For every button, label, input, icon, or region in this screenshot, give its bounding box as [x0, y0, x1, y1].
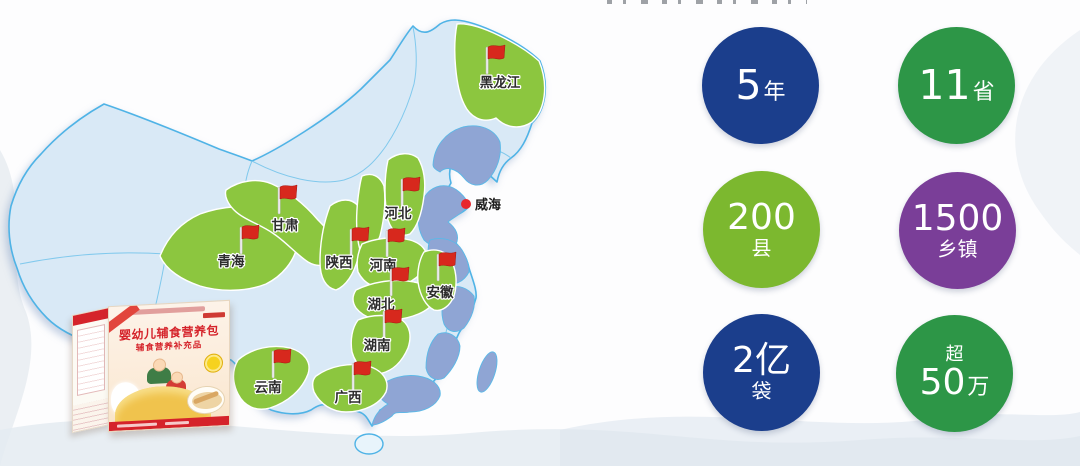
stat-number: 11 [918, 60, 971, 109]
province-guangdong-shape [371, 375, 441, 426]
province-label: 黑龙江 [480, 74, 521, 90]
stat-circle-beneficiaries: 超 50 万 [896, 315, 1013, 432]
province-label: 湖北 [368, 297, 395, 312]
product-illustration [109, 353, 229, 423]
stat-unit: 袋 [751, 381, 772, 404]
province-label: 河北 [385, 205, 412, 221]
product-box-front: 婴幼儿辅食营养包 辅食营养补充品 [108, 299, 230, 433]
stat-number: 1500 [911, 197, 1004, 239]
city-dot-icon [461, 199, 471, 209]
province-label: 湖南 [364, 337, 391, 353]
product-box: 婴幼儿辅食营养包 辅食营养补充品 [72, 299, 230, 441]
stat-unit: 县 [751, 238, 772, 261]
stat-prefix: 超 [945, 344, 964, 365]
footer-text-bar [165, 420, 189, 426]
province-label: 陕西 [326, 254, 353, 270]
province-fujian-shape [425, 332, 461, 380]
province-label: 云南 [255, 379, 282, 395]
cropped-title-remnant [607, 0, 807, 4]
stat-unit: 乡镇 [937, 239, 978, 262]
product-box-side-footer [73, 398, 109, 432]
stat-unit: 省 [972, 78, 995, 104]
province-hubei-shape [352, 279, 435, 322]
province-shandong-shape [417, 185, 470, 248]
province-label: 河南 [370, 257, 397, 273]
province-taiwan-shape [476, 351, 498, 393]
province-henan-shape [356, 237, 428, 290]
product-box-topline [131, 306, 205, 315]
province-shaanxi-shape [319, 199, 362, 291]
stat-unit: 年 [763, 78, 786, 104]
province-label: 甘肃 [272, 217, 299, 233]
stat-circle-counties: 200 县 [703, 171, 820, 288]
product-box-side-panel [72, 306, 110, 434]
province-label: 青海 [218, 253, 245, 269]
stat-circle-townships: 1500 乡镇 [899, 172, 1016, 289]
province-heilongjiang-shape [454, 23, 546, 128]
province-hebei-shape [384, 153, 426, 236]
province-label: 广西 [335, 389, 362, 405]
stat-number: 200 [727, 196, 796, 238]
stat-circle-bags: 2亿袋 [703, 314, 820, 431]
stat-unit: 万 [967, 374, 990, 400]
city-label: 威海 [475, 197, 501, 212]
province-liaoning-shape [432, 125, 501, 186]
stat-circle-provinces: 11 省 [898, 27, 1015, 144]
nutrition-table [77, 324, 105, 396]
province-label: 安徽 [427, 284, 454, 300]
stat-number: 5 [735, 60, 762, 109]
stat-number: 50 [919, 362, 966, 404]
stat-number: 2亿 [732, 339, 791, 381]
brand-mark [203, 312, 225, 319]
footer-text-bar [117, 422, 157, 428]
province-hainan-shape [354, 433, 384, 455]
highlighted-provinces [159, 23, 546, 413]
